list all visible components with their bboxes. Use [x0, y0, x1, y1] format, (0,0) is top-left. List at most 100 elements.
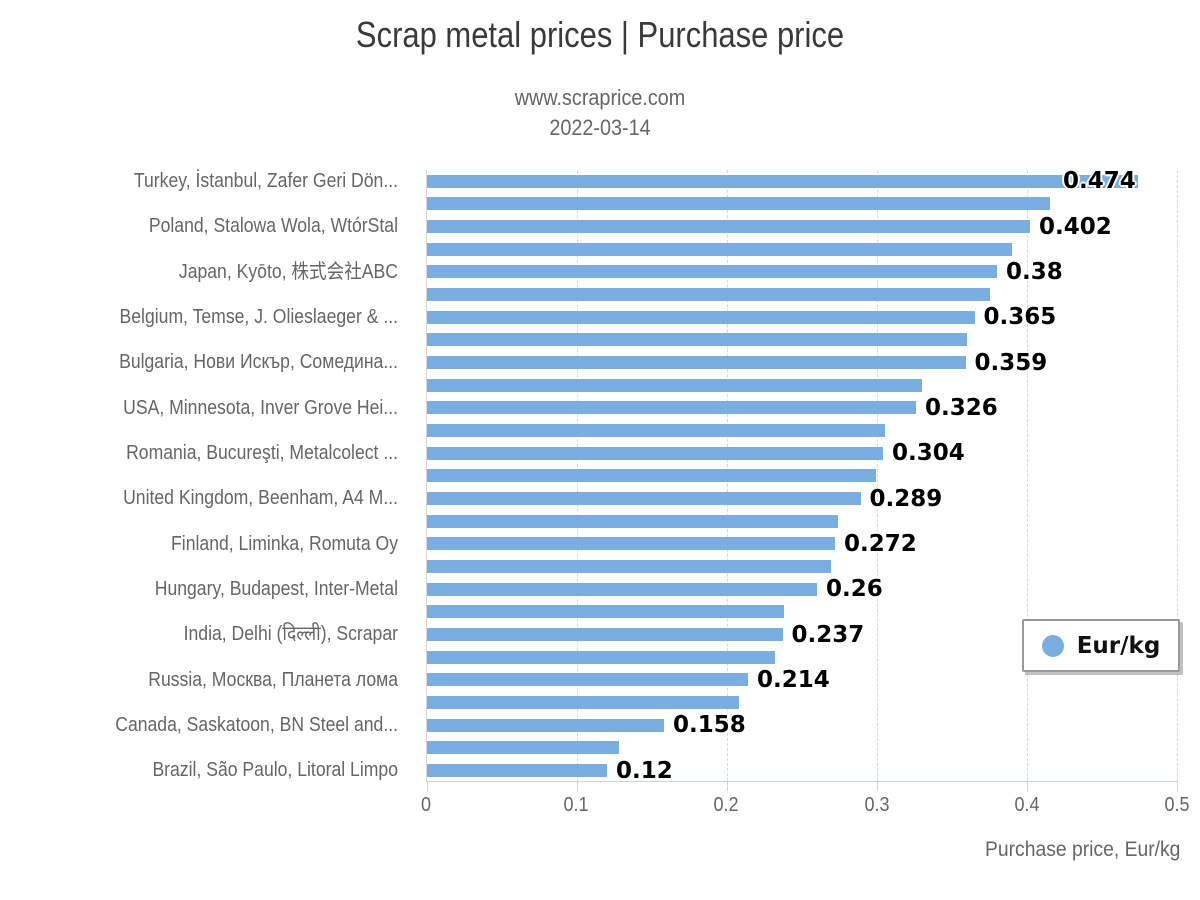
- axis-tick-label: 0.1: [563, 794, 589, 816]
- bar: [427, 220, 1030, 234]
- bar-row: [427, 329, 1177, 352]
- bar: [427, 446, 883, 460]
- axis-tick-mark: [1177, 781, 1178, 791]
- bar: [427, 378, 922, 392]
- value-label: 0.38: [1006, 258, 1063, 285]
- value-label: 0.326: [924, 394, 998, 421]
- bar-row: [427, 510, 1177, 533]
- bar: [427, 310, 975, 324]
- bar-row: 0.158: [427, 712, 1177, 739]
- bar-series: 0.474 0.402 0.38 0.365 0.359 0.326 0.304 0.289 0…: [427, 168, 1177, 784]
- axis-tick-mark: [877, 781, 878, 791]
- gridline: [1027, 170, 1028, 781]
- subtitle-url: www.scraprice.com: [514, 85, 686, 110]
- bar-row: 0.12: [427, 757, 1177, 784]
- value-label: 0.237: [791, 621, 865, 648]
- bar-row: [427, 737, 1177, 760]
- value-label: 0.289: [869, 485, 943, 512]
- axis-tick-mark: [727, 781, 728, 791]
- bar-row: [427, 646, 1177, 669]
- x-axis-title: Purchase price, Eur/kg: [984, 838, 1180, 861]
- bar-row: [427, 555, 1177, 578]
- bar-row: [427, 193, 1177, 216]
- bar-row: 0.304: [427, 440, 1177, 467]
- value-label: 0.272: [844, 530, 917, 557]
- bar-row: 0.214: [427, 666, 1177, 693]
- bar: [427, 605, 784, 619]
- axis-tick-label: 0.4: [1014, 794, 1040, 816]
- bar-row: 0.289: [427, 485, 1177, 512]
- value-label: 0.158: [673, 712, 746, 739]
- bar-row: [427, 419, 1177, 442]
- category-label: Hungary, Budapest, Inter-Metal: [154, 578, 398, 600]
- bar-row: [427, 465, 1177, 488]
- value-label: 0.304: [892, 440, 965, 467]
- value-label: 0.474: [1063, 168, 1136, 195]
- axis-tick-mark: [427, 781, 428, 791]
- chart-title: Scrap metal prices | Purchase price: [355, 14, 845, 55]
- bar: [427, 288, 990, 302]
- bar-row: 0.326: [427, 394, 1177, 421]
- bar: [427, 696, 739, 710]
- axis-tick-label: 0.2: [713, 794, 739, 816]
- gridline: [877, 170, 878, 781]
- bar: [427, 469, 876, 483]
- bar-row: 0.26: [427, 576, 1177, 602]
- bar-row: [427, 283, 1177, 306]
- value-label: 0.402: [1039, 213, 1112, 240]
- category-label: India, Delhi (दिल्ली), Scrapar: [183, 623, 398, 646]
- category-label: Japan, Kyōto, 株式会社ABC: [178, 260, 398, 283]
- category-label: Russia, Москва, Планета лома: [148, 668, 398, 691]
- value-label: 0.214: [757, 666, 830, 693]
- gridline: [1177, 170, 1178, 781]
- bar: [427, 401, 916, 415]
- bar: [427, 514, 838, 528]
- subtitle-date: 2022-03-14: [549, 115, 651, 140]
- axis-tick-mark: [577, 781, 578, 791]
- axis-tick-mark: [1027, 781, 1028, 791]
- bar: [427, 650, 775, 664]
- bar: [427, 537, 835, 551]
- plot-area: 0.474 0.402 0.38 0.365 0.359 0.326 0.304 0.289 0…: [426, 168, 1178, 791]
- bar-row: [427, 374, 1177, 397]
- bar-row: [427, 691, 1177, 714]
- bar-row: [427, 601, 1177, 624]
- category-label: Brazil, São Paulo, Litoral Limpo: [152, 759, 398, 782]
- bar: [427, 492, 861, 506]
- category-label: USA, Minnesota, Inver Grove Hei...: [123, 396, 398, 419]
- value-label: 0.365: [983, 304, 1057, 331]
- value-label: 0.359: [974, 349, 1048, 376]
- value-label: 0.12: [616, 757, 673, 784]
- chart-subtitle: www.scraprice.com 2022-03-14: [60, 83, 1140, 143]
- category-label: Poland, Stalowa Wola, WtórStal: [148, 215, 398, 238]
- category-label: Romania, Bucureşti, Metalcolect ...: [126, 442, 399, 464]
- category-label: Canada, Saskatoon, BN Steel and...: [115, 714, 398, 736]
- category-label: Bulgaria, Нови Искър, Сомедина...: [119, 351, 398, 374]
- legend[interactable]: Eur/kg: [1022, 619, 1180, 672]
- series-marker-icon: [1041, 634, 1064, 657]
- bar-row: 0.272: [427, 530, 1177, 557]
- bar: [427, 764, 607, 778]
- category-label: United Kingdom, Beenham, A4 M...: [123, 487, 398, 510]
- bar-row: 0.359: [427, 349, 1177, 376]
- bar: [427, 673, 748, 687]
- axis-tick-label: 0: [420, 794, 432, 816]
- bar-row: 0.402: [427, 213, 1177, 240]
- axis-tick-label: 0.3: [864, 794, 890, 816]
- bar: [427, 582, 817, 596]
- category-label: Belgium, Temse, J. Olieslaeger & ...: [119, 306, 399, 328]
- bar: [427, 718, 664, 732]
- category-label: Turkey, İstanbul, Zafer Geri Dön...: [133, 170, 399, 192]
- bar-row: 0.237: [427, 621, 1177, 648]
- bar: [427, 628, 783, 642]
- bar-row: 0.365: [427, 304, 1177, 331]
- bar-row: [427, 238, 1177, 261]
- bar: [427, 265, 997, 279]
- bar-row: 0.474: [427, 168, 1177, 195]
- bar: [427, 741, 619, 755]
- legend-label: Eur/kg: [1076, 632, 1161, 659]
- category-label: Finland, Liminka, Romuta Oy: [171, 532, 398, 555]
- bar: [427, 197, 1050, 211]
- bar: [427, 560, 831, 574]
- bar: [427, 356, 966, 370]
